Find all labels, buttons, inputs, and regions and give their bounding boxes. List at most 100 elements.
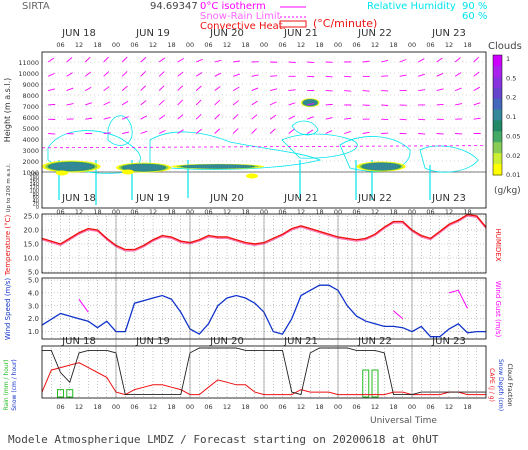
hour-tick-bottom: 12	[445, 403, 453, 411]
hour-tick-cloud: 18	[389, 208, 397, 216]
hour-tick-bottom: 06	[278, 403, 286, 411]
rain-y-label: Rain (mm / hour)	[3, 359, 10, 410]
hour-tick-top: 00	[112, 41, 120, 49]
hour-tick-top: 00	[408, 41, 416, 49]
hour-tick-cloud: 18	[93, 208, 101, 216]
wind-y-tick: 5.0	[28, 277, 39, 285]
wind-speed-line	[41, 284, 486, 338]
wind-arrow	[473, 102, 481, 106]
cloud-y-tick-low: 100	[29, 189, 39, 195]
wind-arrow	[66, 87, 74, 92]
wind-arrow	[270, 88, 278, 92]
cloud-legend-label: 0.05	[506, 132, 520, 140]
hour-tick-top: 12	[75, 41, 83, 49]
cloud-y-tick: 8000	[22, 92, 39, 100]
rh-legend: Relative Humidity	[367, 1, 456, 12]
hour-tick-cloud: 18	[167, 208, 175, 216]
cloud-y-tick: 2000	[22, 158, 39, 166]
hour-tick-top: 12	[445, 41, 453, 49]
temp-y-label: Temperature (°C)	[4, 215, 12, 277]
cloud-legend-swatch	[493, 55, 502, 67]
cloud-shape	[303, 99, 318, 106]
cloud-y-tick: 10000	[18, 70, 39, 78]
hour-tick-bottom: 12	[223, 403, 231, 411]
wind-arrow	[288, 61, 296, 64]
wind-arrow	[214, 99, 221, 106]
wind-arrow	[214, 113, 220, 120]
rh-contour	[419, 145, 479, 173]
snowdepth-y-label: Snow Depth (cm)	[497, 359, 504, 411]
cloud-y-tick: 9000	[22, 81, 39, 89]
hour-tick-bottom: 18	[167, 403, 175, 411]
wind-arrow	[84, 56, 91, 63]
wind-arrow	[399, 59, 407, 63]
hour-tick-bottom: 18	[93, 403, 101, 411]
wind-arrow	[473, 86, 480, 91]
wind-arrow	[140, 57, 147, 63]
cloud-legend-label: 0.5	[506, 74, 516, 82]
wind-y-tick: 1.0	[28, 328, 39, 336]
wind-arrow	[48, 133, 56, 135]
hour-tick-top: 18	[241, 41, 249, 49]
wind-arrow	[158, 114, 166, 120]
cloud-legend-label: 0.01	[506, 171, 520, 179]
temp-y-tick: 20.0	[23, 227, 39, 235]
wind-arrow	[288, 89, 296, 92]
day-label-top: JUN 19	[135, 28, 170, 39]
wind-arrow	[418, 73, 425, 77]
day-label-precip: JUN 18	[61, 336, 96, 347]
cloud-y-tick: 1000	[22, 169, 39, 177]
temperature-line	[41, 213, 487, 251]
hour-tick-top: 06	[204, 41, 212, 49]
wind-arrow	[251, 128, 257, 134]
hour-tick-cloud: 12	[297, 208, 305, 216]
wind-arrow	[325, 117, 333, 120]
wind-arrow	[122, 131, 130, 134]
rain-bar	[66, 389, 74, 398]
hour-tick-cloud: 00	[186, 208, 194, 216]
cloud-y-tick-low: 0	[36, 205, 39, 211]
hour-tick-cloud: 12	[75, 208, 83, 216]
isotherm-legend: 0°C isotherm	[200, 1, 266, 12]
cloud-legend-frame	[492, 54, 503, 176]
wind-arrow	[399, 118, 407, 121]
forecast-caption: Modele Atmospherique LMDZ / Forecast sta…	[8, 433, 439, 446]
rh-contour	[291, 120, 319, 136]
cloud-shape	[56, 170, 68, 176]
cloud-legend-swatch	[493, 76, 502, 89]
wind-arrow	[66, 103, 74, 106]
day-label-cloud: JUN 23	[431, 193, 466, 204]
cloud-legend-swatch	[493, 164, 502, 176]
hour-tick-cloud: 00	[112, 208, 120, 216]
wind-arrow	[418, 133, 426, 135]
wind-arrow	[454, 57, 461, 63]
hour-tick-bottom: 06	[56, 403, 64, 411]
cloud-legend-swatch	[493, 120, 502, 132]
hour-tick-top: 00	[186, 41, 194, 49]
convective-unit: (°C/minute)	[313, 17, 377, 30]
wind-arrow	[195, 58, 203, 63]
hour-tick-top: 06	[426, 41, 434, 49]
clouds-legend-title: Clouds	[488, 41, 522, 52]
wind-arrow	[214, 72, 222, 77]
wind-arrow	[103, 132, 111, 134]
wind-arrow	[473, 56, 480, 63]
wind-arrow	[232, 86, 240, 91]
wind-arrow	[177, 114, 184, 120]
wind-arrow	[140, 100, 147, 106]
cloud-y-tick-low: 40	[33, 198, 39, 204]
hour-tick-bottom: 00	[186, 403, 194, 411]
wind-arrow	[103, 101, 111, 106]
day-label-precip: JUN 19	[135, 336, 170, 347]
wind-arrow	[307, 103, 315, 106]
cloud-shape	[246, 173, 258, 179]
wind-arrow	[121, 85, 128, 91]
wind-arrow	[251, 74, 259, 77]
wind-arrow	[195, 85, 202, 91]
wind-arrow	[232, 128, 239, 134]
wind-arrow	[454, 72, 462, 77]
wind-arrow	[269, 114, 277, 120]
hour-tick-cloud: 12	[371, 208, 379, 216]
rh-90-label: 90 %	[462, 1, 487, 12]
